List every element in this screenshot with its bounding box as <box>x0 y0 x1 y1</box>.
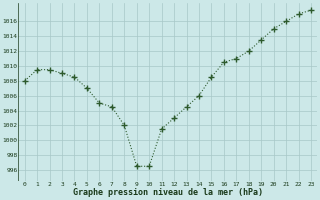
X-axis label: Graphe pression niveau de la mer (hPa): Graphe pression niveau de la mer (hPa) <box>73 188 263 197</box>
